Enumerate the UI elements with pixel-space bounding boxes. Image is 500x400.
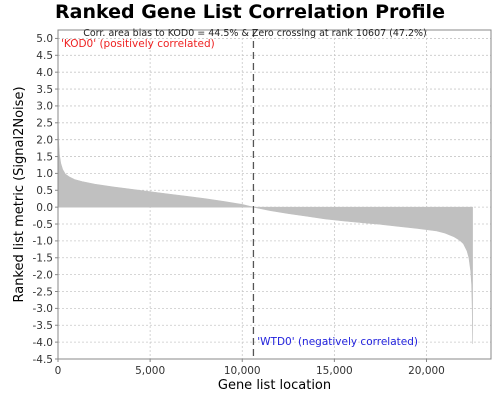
y-tick-label: 1.0 bbox=[36, 168, 53, 180]
negative-correlation-label: 'WTD0' (negatively correlated) bbox=[257, 336, 418, 348]
y-tick-label: 4.5 bbox=[36, 50, 53, 62]
y-tick-label: -1.5 bbox=[33, 253, 54, 265]
y-tick-label: 2.0 bbox=[36, 134, 53, 146]
y-tick-label: 5.0 bbox=[36, 33, 53, 45]
y-tick-label: -0.5 bbox=[33, 219, 54, 231]
y-tick-label: 1.5 bbox=[36, 151, 53, 163]
y-axis-label: Ranked list metric (Signal2Noise) bbox=[12, 86, 27, 302]
x-axis-label: Gene list location bbox=[218, 378, 331, 393]
chart-title: Ranked Gene List Correlation Profile bbox=[55, 1, 445, 23]
y-tick-label: -3.0 bbox=[33, 303, 54, 315]
x-tick-label: 10,000 bbox=[224, 365, 261, 377]
y-tick-label: 4.0 bbox=[36, 67, 53, 79]
x-tick-label: 20,000 bbox=[408, 365, 445, 377]
x-tick-label: 5,000 bbox=[135, 365, 165, 377]
chart-subtitle: Corr. area bias to KOD0 = 44.5% & Zero c… bbox=[83, 28, 427, 39]
y-tick-label: 2.5 bbox=[36, 118, 53, 130]
y-tick-label: 0.0 bbox=[36, 202, 53, 214]
y-tick-label: 3.0 bbox=[36, 101, 53, 113]
y-tick-label: -1.0 bbox=[33, 236, 54, 248]
y-tick-label: -2.0 bbox=[33, 269, 54, 281]
x-tick-label: 15,000 bbox=[316, 365, 353, 377]
y-tick-label: -2.5 bbox=[33, 286, 54, 298]
y-tick-label: -3.5 bbox=[33, 320, 54, 332]
y-tick-label: 0.5 bbox=[36, 185, 53, 197]
y-axis-ticks: 5.0 4.5 4.0 3.5 3.0 2.5 2.0 1.5 1.0 0.5 0.0 -0.5 -1.… bbox=[33, 33, 58, 366]
x-tick-label: 0 bbox=[55, 365, 62, 377]
y-tick-label: -4.5 bbox=[33, 354, 54, 366]
x-axis-ticks: 0 5,000 10,000 15,000 20,000 bbox=[55, 359, 445, 377]
area-series bbox=[57, 119, 473, 344]
y-tick-label: -4.0 bbox=[33, 337, 54, 349]
plot-border bbox=[57, 29, 492, 360]
positive-correlation-label: 'KOD0' (positively correlated) bbox=[61, 38, 215, 50]
y-tick-label: 3.5 bbox=[36, 84, 53, 96]
